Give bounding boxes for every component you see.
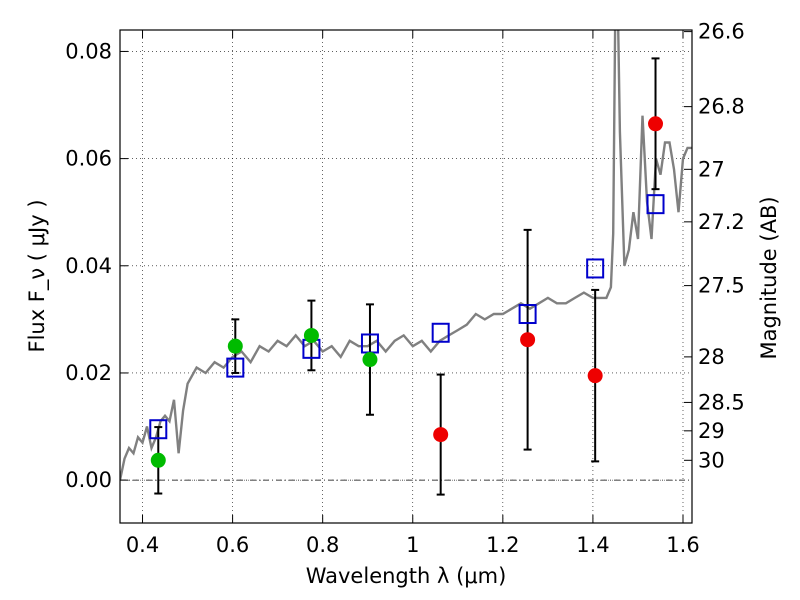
right-tick-label: 26.6: [698, 20, 745, 44]
limit-point: [587, 368, 603, 384]
right-tick-label: 27.2: [698, 210, 745, 234]
detection-point: [150, 452, 166, 468]
right-tick-label: 26.8: [698, 95, 745, 119]
x-tick-label: 1: [406, 533, 419, 557]
limit-point: [648, 116, 664, 132]
y-axis-label: Flux F_ν ( μJy ): [25, 199, 50, 352]
x-tick-label: 1.6: [666, 533, 699, 557]
x-tick-label: 0.8: [306, 533, 339, 557]
model-spectrum-line: [120, 30, 692, 481]
model-photometry-square: [431, 322, 450, 343]
right-tick-label: 27: [698, 157, 725, 181]
limit-point: [520, 332, 536, 348]
right-tick-label: 28.5: [698, 390, 745, 414]
y-tick-label: 0.02: [65, 361, 112, 385]
plot-frame: [119, 29, 693, 524]
model-photometry-square: [226, 357, 245, 378]
x-tick-label: 0.4: [126, 533, 159, 557]
x-tick-label: 1.4: [576, 533, 609, 557]
y-tick-label: 0.08: [65, 39, 112, 63]
detection-point: [303, 327, 319, 343]
tick-labels: 0.4 0.6 0.8 1 1.2 1.4 1.6 0.00 0.02 0.04 0.06 0.08 2…: [65, 20, 745, 557]
ticks: [120, 30, 692, 523]
model-photometry-square: [586, 258, 605, 279]
right-tick-label: 30: [698, 448, 725, 472]
y-tick-label: 0.04: [65, 254, 112, 278]
limit-point: [433, 427, 449, 443]
y-axis-label-right: Magnitude (AB): [757, 196, 781, 359]
plot-area: [120, 30, 692, 481]
detection-point: [362, 352, 378, 368]
right-tick-label: 28: [698, 345, 725, 369]
model-photometry-square: [518, 304, 537, 325]
right-tick-label: 29: [698, 419, 725, 443]
detection-point: [227, 338, 243, 354]
x-tick-label: 0.6: [216, 533, 249, 557]
y-tick-label: 0.06: [65, 147, 112, 171]
markers: [149, 57, 665, 496]
model-photometry-square: [646, 194, 665, 215]
x-tick-label: 1.2: [486, 533, 519, 557]
x-axis-label: Wavelength λ (μm): [306, 564, 507, 588]
right-tick-label: 27.5: [698, 274, 745, 298]
model-photometry-square: [149, 419, 168, 440]
y-tick-label: 0.00: [65, 468, 112, 492]
